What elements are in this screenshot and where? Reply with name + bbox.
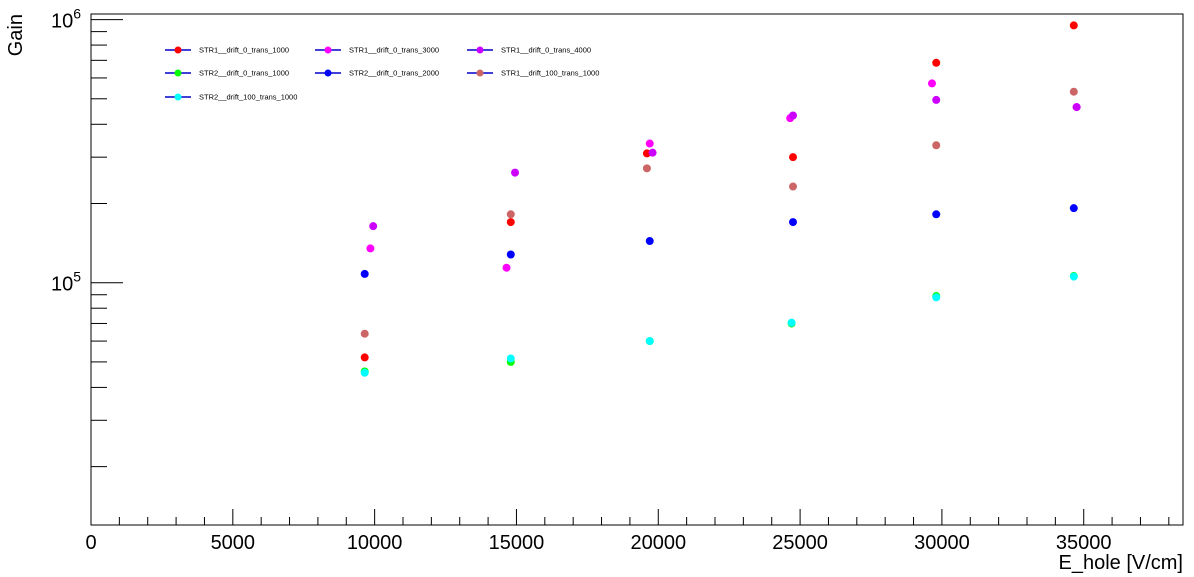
data-point <box>645 237 654 246</box>
series-STR2__drift_0_trans_2000 <box>360 204 1078 278</box>
data-point <box>789 153 797 162</box>
data-point <box>645 139 654 148</box>
data-point <box>360 353 369 362</box>
data-point <box>369 222 378 231</box>
legend-entry: STR1__drift_0_trans_3000 <box>315 46 439 55</box>
x-tick-label: 30000 <box>914 532 970 554</box>
data-point <box>789 182 797 191</box>
data-point <box>1069 21 1078 30</box>
data-point <box>1069 272 1078 281</box>
data-point <box>789 218 797 227</box>
x-tick-label: 35000 <box>1056 532 1112 554</box>
legend-entry: STR2__drift_0_trans_2000 <box>315 69 439 78</box>
x-tick-label: 20000 <box>630 532 686 554</box>
legend-marker <box>174 93 182 101</box>
legend-label: STR2__drift_0_trans_1000 <box>199 69 289 78</box>
data-point <box>787 318 796 327</box>
legend-entry: STR1__drift_0_trans_1000 <box>165 46 289 55</box>
x-tick-label: 5000 <box>211 532 256 554</box>
legend-label: STR1__drift_0_trans_4000 <box>501 46 591 55</box>
legend-label: STR2__drift_100_trans_1000 <box>199 93 297 102</box>
data-point <box>1069 87 1078 96</box>
data-point <box>1072 103 1081 112</box>
legend-label: STR1__drift_0_trans_3000 <box>349 46 439 55</box>
legend-entry: STR2__drift_100_trans_1000 <box>165 93 297 102</box>
y-tick-label: 106 <box>51 6 81 33</box>
legend-label: STR1__drift_100_trans_1000 <box>501 69 599 78</box>
data-point <box>506 210 515 219</box>
legend-marker <box>476 46 484 54</box>
x-axis-title: E_hole [V/cm] <box>1058 552 1183 574</box>
y-axis-title: Gain <box>5 14 27 56</box>
series-STR1__drift_100_trans_1000 <box>360 87 1078 338</box>
x-tick-label: 0 <box>85 532 96 554</box>
data-point <box>360 329 369 338</box>
legend: STR1__drift_0_trans_1000 STR1__drift_0_tr… <box>165 46 599 102</box>
data-point <box>511 168 520 177</box>
legend-label: STR2__drift_0_trans_2000 <box>349 69 439 78</box>
data-point <box>502 263 511 272</box>
data-point <box>648 148 657 157</box>
x-tick-label: 10000 <box>347 532 403 554</box>
series-STR1__drift_0_trans_3000 <box>366 79 1081 272</box>
x-axis: 0 5000 10000 15000 20000 25000 30000 35000 <box>85 509 1170 554</box>
x-tick-label: 15000 <box>489 532 545 554</box>
data-point <box>506 354 515 363</box>
series-STR1__drift_0_trans_4000 <box>369 95 1081 231</box>
data-point <box>932 58 941 67</box>
data-point <box>642 164 651 173</box>
series-STR2__drift_100_trans_1000 <box>360 272 1078 377</box>
data-point <box>789 111 797 120</box>
data-point <box>1069 204 1078 213</box>
series-STR2__drift_0_trans_1000 <box>360 272 1078 376</box>
plot-frame <box>90 13 1184 526</box>
data-point <box>932 293 941 302</box>
y-axis: 105 106 <box>51 6 123 468</box>
legend-marker <box>324 69 332 77</box>
data-point <box>927 79 936 88</box>
data-point <box>645 337 654 346</box>
data-point <box>506 250 515 259</box>
legend-marker <box>476 69 484 77</box>
legend-entry: STR1__drift_100_trans_1000 <box>467 69 599 78</box>
data-point <box>932 95 941 104</box>
legend-marker <box>174 46 182 54</box>
data-point <box>360 269 369 278</box>
data-point <box>932 141 941 150</box>
data-point <box>932 210 941 219</box>
data-point <box>506 218 515 227</box>
legend-marker <box>324 46 332 54</box>
x-tick-label: 25000 <box>772 532 828 554</box>
data-points <box>360 21 1081 377</box>
legend-entry: STR2__drift_0_trans_1000 <box>165 69 289 78</box>
y-tick-label: 105 <box>51 269 81 296</box>
legend-marker <box>174 69 182 77</box>
data-point <box>366 244 375 253</box>
legend-entry: STR1__drift_0_trans_4000 <box>467 46 591 55</box>
legend-label: STR1__drift_0_trans_1000 <box>199 46 289 55</box>
data-point <box>360 368 369 377</box>
